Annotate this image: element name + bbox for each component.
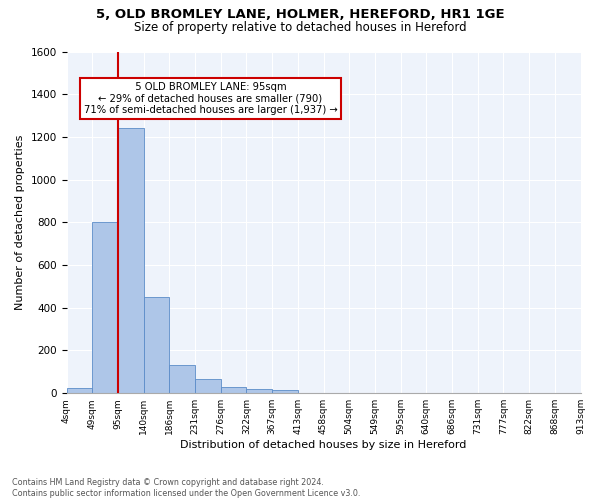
Text: 5 OLD BROMLEY LANE: 95sqm  
← 29% of detached houses are smaller (790)
71% of se: 5 OLD BROMLEY LANE: 95sqm ← 29% of detac… — [83, 82, 337, 116]
Bar — [92, 222, 118, 393]
Text: Size of property relative to detached houses in Hereford: Size of property relative to detached ho… — [134, 22, 466, 35]
Text: Contains HM Land Registry data © Crown copyright and database right 2024.
Contai: Contains HM Land Registry data © Crown c… — [12, 478, 361, 498]
Y-axis label: Number of detached properties: Number of detached properties — [15, 134, 25, 310]
Bar — [118, 128, 143, 393]
Bar — [221, 387, 247, 393]
Bar — [195, 380, 221, 393]
Bar — [272, 390, 298, 393]
Bar — [247, 390, 272, 393]
Text: 5, OLD BROMLEY LANE, HOLMER, HEREFORD, HR1 1GE: 5, OLD BROMLEY LANE, HOLMER, HEREFORD, H… — [95, 8, 505, 20]
Bar — [143, 297, 169, 393]
Bar — [169, 366, 195, 393]
X-axis label: Distribution of detached houses by size in Hereford: Distribution of detached houses by size … — [181, 440, 467, 450]
Bar — [67, 388, 92, 393]
